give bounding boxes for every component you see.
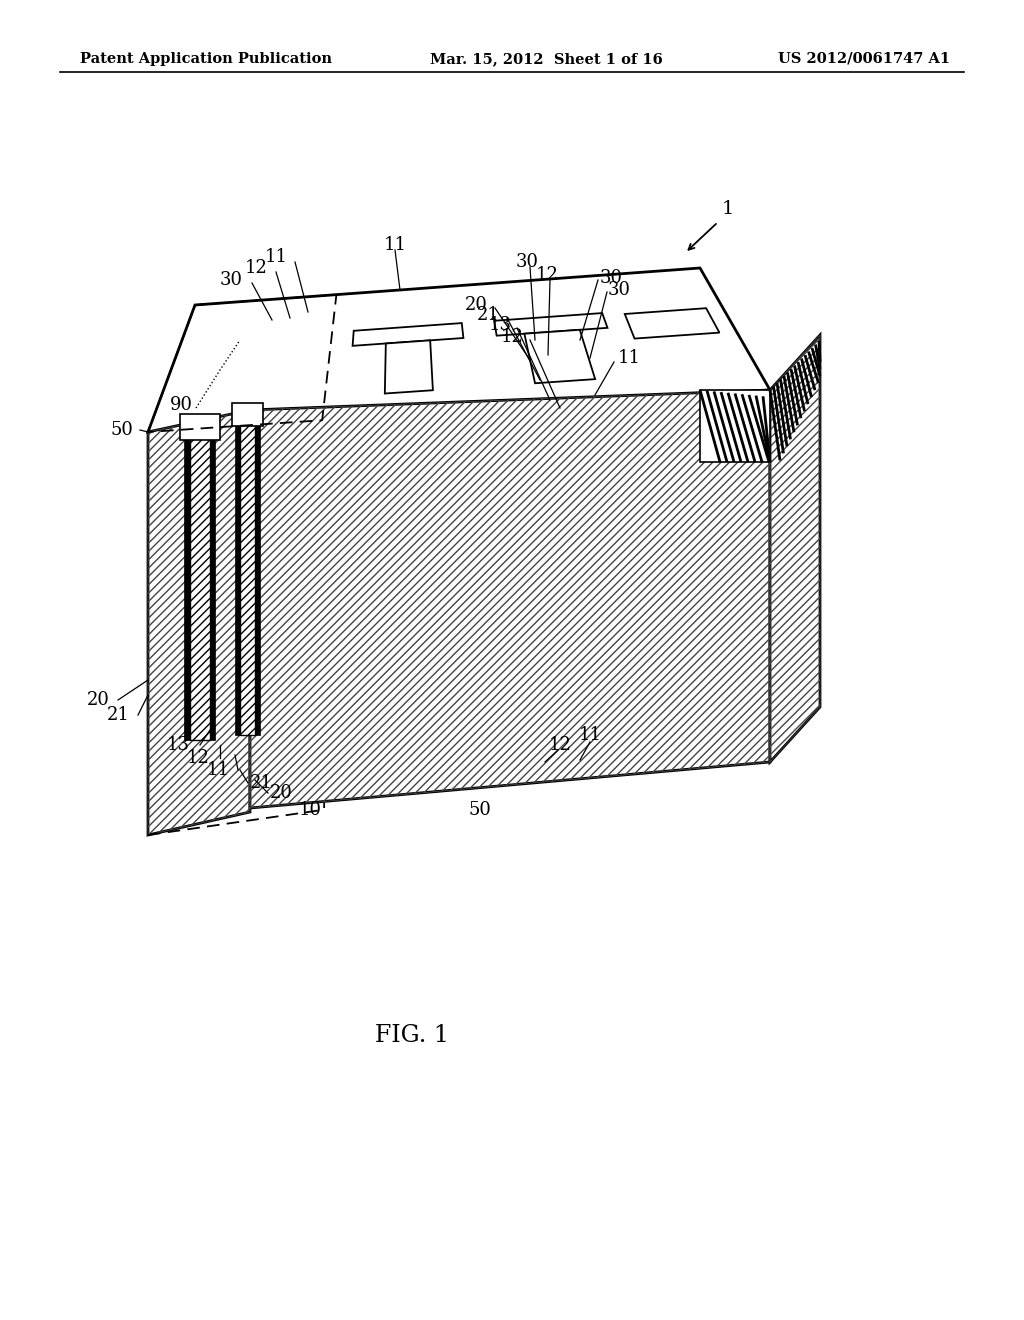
Polygon shape: [770, 335, 820, 762]
Text: FIG. 1: FIG. 1: [375, 1023, 449, 1047]
Text: 12: 12: [187, 748, 210, 767]
Polygon shape: [250, 389, 770, 808]
Polygon shape: [700, 389, 770, 462]
Text: 30: 30: [515, 253, 539, 271]
Text: 11: 11: [384, 236, 407, 253]
Polygon shape: [148, 411, 250, 836]
Polygon shape: [352, 323, 464, 346]
Polygon shape: [255, 418, 260, 735]
Polygon shape: [625, 308, 720, 338]
Text: 13: 13: [167, 737, 190, 754]
Text: 20: 20: [465, 296, 488, 314]
Text: 50: 50: [469, 801, 492, 818]
Polygon shape: [210, 432, 215, 741]
Polygon shape: [234, 418, 240, 735]
Text: 30: 30: [608, 281, 631, 300]
Text: 21: 21: [108, 706, 130, 723]
Text: 20: 20: [270, 784, 293, 803]
Polygon shape: [184, 432, 190, 741]
Polygon shape: [232, 403, 263, 426]
Text: 12: 12: [501, 327, 524, 346]
Text: Patent Application Publication: Patent Application Publication: [80, 51, 332, 66]
Text: 1: 1: [722, 201, 734, 218]
Text: 21: 21: [250, 774, 272, 792]
Polygon shape: [190, 432, 210, 741]
Text: 11: 11: [207, 762, 230, 779]
Text: 12: 12: [245, 259, 268, 277]
Polygon shape: [385, 341, 433, 393]
Polygon shape: [524, 330, 595, 383]
Polygon shape: [148, 268, 770, 432]
Text: 30: 30: [600, 269, 623, 286]
Text: 20: 20: [87, 690, 110, 709]
Text: 12: 12: [536, 267, 558, 284]
Text: US 2012/0061747 A1: US 2012/0061747 A1: [778, 51, 950, 66]
Text: 90: 90: [170, 396, 193, 414]
Text: 30: 30: [220, 271, 243, 289]
Text: 50: 50: [111, 421, 133, 440]
Text: 11: 11: [265, 248, 288, 267]
Text: Mar. 15, 2012  Sheet 1 of 16: Mar. 15, 2012 Sheet 1 of 16: [430, 51, 663, 66]
Polygon shape: [180, 414, 220, 440]
Polygon shape: [495, 313, 607, 335]
Text: 10: 10: [299, 801, 322, 818]
Text: 11: 11: [579, 726, 601, 744]
Text: 11: 11: [618, 348, 641, 367]
Text: 12: 12: [549, 737, 571, 754]
Text: 13: 13: [489, 315, 512, 334]
Polygon shape: [240, 418, 255, 735]
Text: 21: 21: [477, 306, 500, 323]
